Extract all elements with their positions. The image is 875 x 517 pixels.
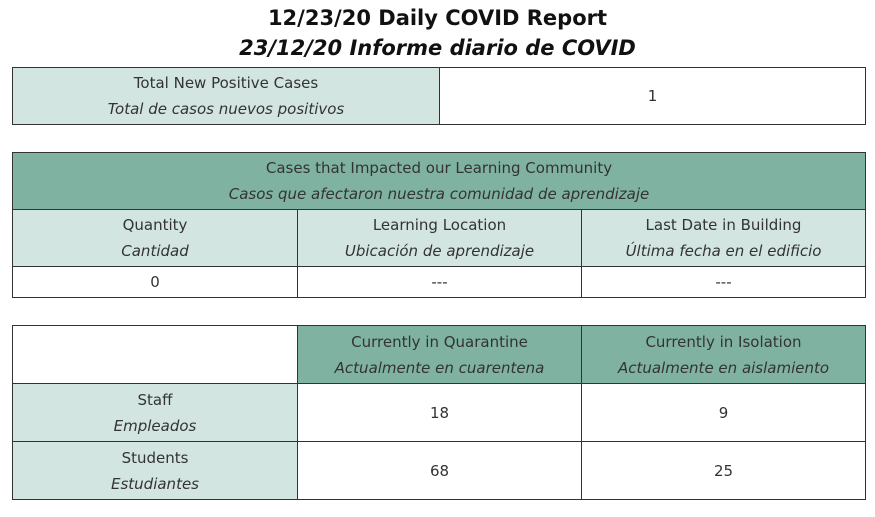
table-cell: Staff Empleados xyxy=(12,383,298,442)
table-cell: Quantity Cantidad xyxy=(12,209,298,267)
label-es: Ubicación de aprendizaje xyxy=(344,242,535,260)
table-cell: Last Date in Building Última fecha en el … xyxy=(581,209,866,267)
total-label-cell: Total New Positive Cases Total de casos … xyxy=(12,67,440,125)
table-cell: Students Estudiantes xyxy=(12,441,298,500)
label: 0 xyxy=(150,273,160,291)
label: Cases that Impacted our Learning Communi… xyxy=(265,159,613,177)
label: 18 xyxy=(429,403,450,422)
empty-cell xyxy=(12,325,298,384)
label: Last Date in Building xyxy=(645,216,802,234)
report-subtitle: 23/12/20 Informe diario de COVID xyxy=(239,36,636,60)
label-es: Actualmente en aislamiento xyxy=(617,358,830,377)
label: Learning Location xyxy=(372,216,507,234)
table-cell: Currently in Quarantine Actualmente en cu… xyxy=(297,325,582,384)
label-es: Estudiantes xyxy=(111,474,199,493)
value: 1 xyxy=(647,87,658,105)
label: 25 xyxy=(713,461,734,480)
label-es: Casos que afectaron nuestra comunidad de… xyxy=(228,185,650,203)
label-es: Actualmente en cuarentena xyxy=(334,358,545,377)
table-cell: 9 xyxy=(581,383,866,442)
table-cell: --- xyxy=(297,266,582,298)
label: Quantity xyxy=(122,216,188,234)
table-cell: 25 xyxy=(581,441,866,500)
report-title: 12/23/20 Daily COVID Report xyxy=(267,6,608,30)
label: Total New Positive Cases xyxy=(133,74,319,92)
label: --- xyxy=(715,273,732,291)
label: 9 xyxy=(718,403,729,422)
table-cell: --- xyxy=(581,266,866,298)
table-cell: Currently in Isolation Actualmente en ais… xyxy=(581,325,866,384)
label-es: Total de casos nuevos positivos xyxy=(107,100,345,118)
label-es: Cantidad xyxy=(121,242,189,260)
total-value-cell: 1 xyxy=(439,67,866,125)
label: --- xyxy=(431,273,448,291)
label: 68 xyxy=(429,461,450,480)
label: Currently in Quarantine xyxy=(351,332,528,351)
table-cell: 68 xyxy=(297,441,582,500)
label: Students xyxy=(121,448,189,467)
label: Currently in Isolation xyxy=(645,332,802,351)
label-es: Última fecha en el edificio xyxy=(625,242,822,260)
label: Staff xyxy=(137,390,173,409)
table-cell: 18 xyxy=(297,383,582,442)
label-es: Empleados xyxy=(113,416,197,435)
table-cell: Learning Location Ubicación de aprendizaj… xyxy=(297,209,582,267)
impact-header: Cases that Impacted our Learning Communi… xyxy=(12,152,866,210)
table-cell: 0 xyxy=(12,266,298,298)
